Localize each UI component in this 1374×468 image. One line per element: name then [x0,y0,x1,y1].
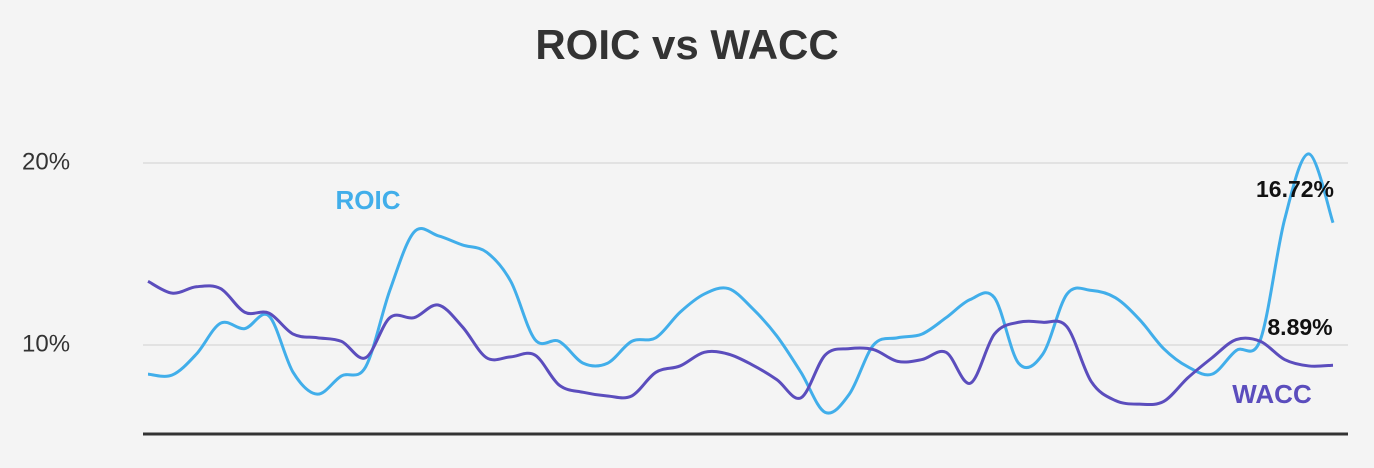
series-label: WACC [1232,379,1312,409]
series-line [147,152,1335,415]
chart-title: ROIC vs WACC [535,21,838,68]
value-label: 8.89% [1267,314,1332,340]
series-line [147,279,1334,407]
y-tick-label: 10% [22,330,70,357]
y-tick-label: 20% [22,148,70,175]
value-label: 16.72% [1256,176,1334,202]
series-label: ROIC [336,185,401,215]
